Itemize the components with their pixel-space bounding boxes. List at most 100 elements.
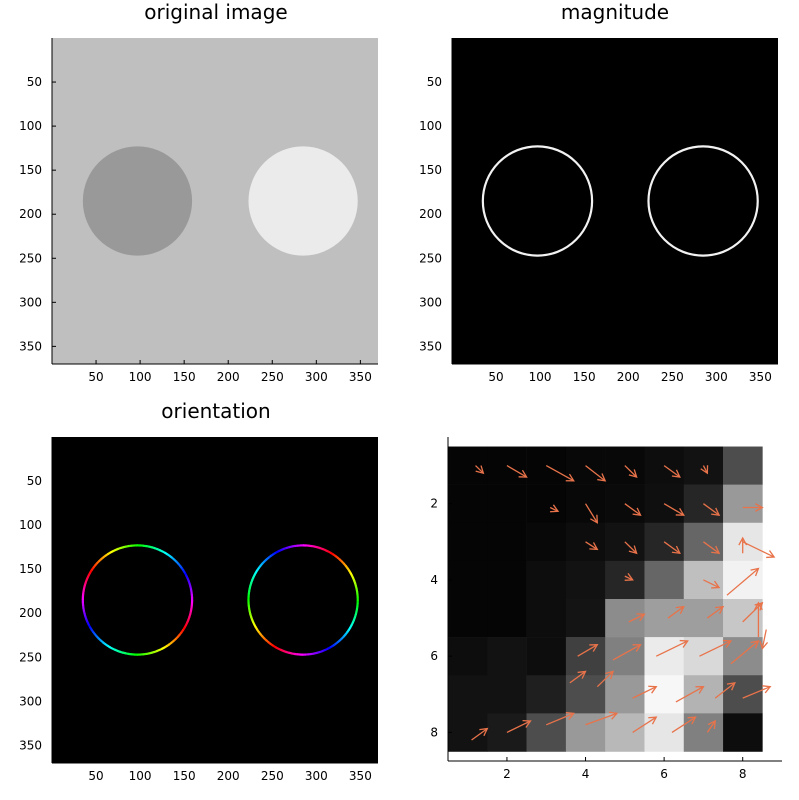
x-tick-label: 250 [661,370,684,384]
edge-ring [647,145,759,257]
gradient-arrow [624,465,638,478]
x-tick-label: 150 [173,769,196,783]
gradient-arrow [632,716,658,733]
y-tick-label: 50 [427,75,442,89]
orientation-ring [247,544,359,656]
gradient-arrow [699,639,733,657]
arrow-shaft [730,640,759,665]
arrow-shaft [706,720,716,733]
arrow-shaft [699,640,732,657]
original-image-area [52,38,378,364]
x-tick-label: 150 [573,370,596,384]
heat-cell [526,637,567,676]
heat-cell [565,637,606,676]
arrow-head [671,545,681,555]
gradient-arrow [663,541,681,555]
x-tick-label: 100 [129,769,152,783]
x-tick-label: 150 [173,370,196,384]
heat-cell [683,713,724,752]
arrow-head [628,469,638,478]
arrow-head [755,503,764,512]
x-tick-label: 200 [217,769,240,783]
arrow-shaft [471,728,488,741]
gradient-arrow [475,465,485,475]
heat-cell [448,484,488,524]
arrow-head [589,542,599,551]
arrow-head [624,573,634,581]
arrow-head [711,545,721,555]
gradient-arrow [624,541,638,555]
arrow-shaft [761,629,767,649]
heat-cell [723,599,763,638]
gradient-arrow [754,601,763,638]
heat-cell [565,599,606,638]
gradient-arrow [628,613,646,623]
arrow-head [766,550,776,559]
arrow-shaft [742,602,763,623]
heat-cell [448,560,488,600]
gradient-arrow [730,640,760,665]
y-tick-label: 150 [19,562,42,576]
arrow-shaft [506,720,531,733]
arrow-shaft [475,465,484,474]
y-tick-label: 100 [419,119,442,133]
x-tick-label: 300 [305,769,328,783]
gradient-arrow [714,682,736,699]
gradient-arrow [577,644,599,657]
panel-title: magnitude [561,0,669,24]
edge-ring [481,145,594,257]
arrow-head [675,605,685,615]
arrow-shaft [663,541,681,554]
gradient-arrow [545,465,575,482]
y-tick-label: 8 [430,725,438,739]
x-tick-label: 8 [739,767,747,781]
y-tick-label: 50 [27,474,42,488]
arrow-shaft [742,541,775,558]
heat-cell [723,713,763,752]
y-tick-label: 4 [430,573,438,587]
x-tick-label: 250 [261,769,284,783]
arrow-shaft [585,712,618,726]
y-tick-label: 50 [27,75,42,89]
heat-cell [644,675,685,714]
arrow-head [522,719,532,728]
heat-cell [565,560,606,600]
heat-cell [644,560,685,600]
arrow-shaft [569,670,586,684]
heat-cell [487,599,527,638]
x-tick-label: 4 [582,767,590,781]
image-background [52,437,378,763]
arrow-head [628,545,638,555]
x-tick-label: 200 [217,370,240,384]
disk [248,146,358,256]
gradient-arrow [585,711,619,726]
gradient-arrow [703,503,721,516]
gradient-arrow [671,716,697,733]
arrow-head [632,507,642,516]
arrow-head [671,469,681,478]
x-tick-label: 50 [88,769,103,783]
arrow-head [707,719,716,730]
heat-cell [487,484,527,524]
heat-cell [487,675,527,714]
y-tick-label: 350 [19,339,42,353]
y-tick-label: 6 [430,649,438,663]
y-tick-label: 250 [419,251,442,265]
gradient-arrow [675,686,705,703]
x-tick-label: 6 [660,767,668,781]
arrow-head [711,507,721,516]
gradient-arrow [742,685,772,699]
heat-cell [526,599,567,638]
gradient-arrow [706,719,716,733]
heat-cell [526,522,567,562]
heat-cell [487,560,527,600]
arrow-head [715,605,725,615]
x-tick-label: 2 [503,767,511,781]
y-tick-label: 150 [19,163,42,177]
arrow-shaft [703,579,720,589]
heat-cell [644,713,685,752]
heat-cell [683,637,724,676]
panel-magnitude: magnitude 50 100 150 200 250 300 350 50 100 150 20… [419,0,778,384]
arrow-shaft [628,613,645,623]
arrow-shaft [655,640,688,657]
